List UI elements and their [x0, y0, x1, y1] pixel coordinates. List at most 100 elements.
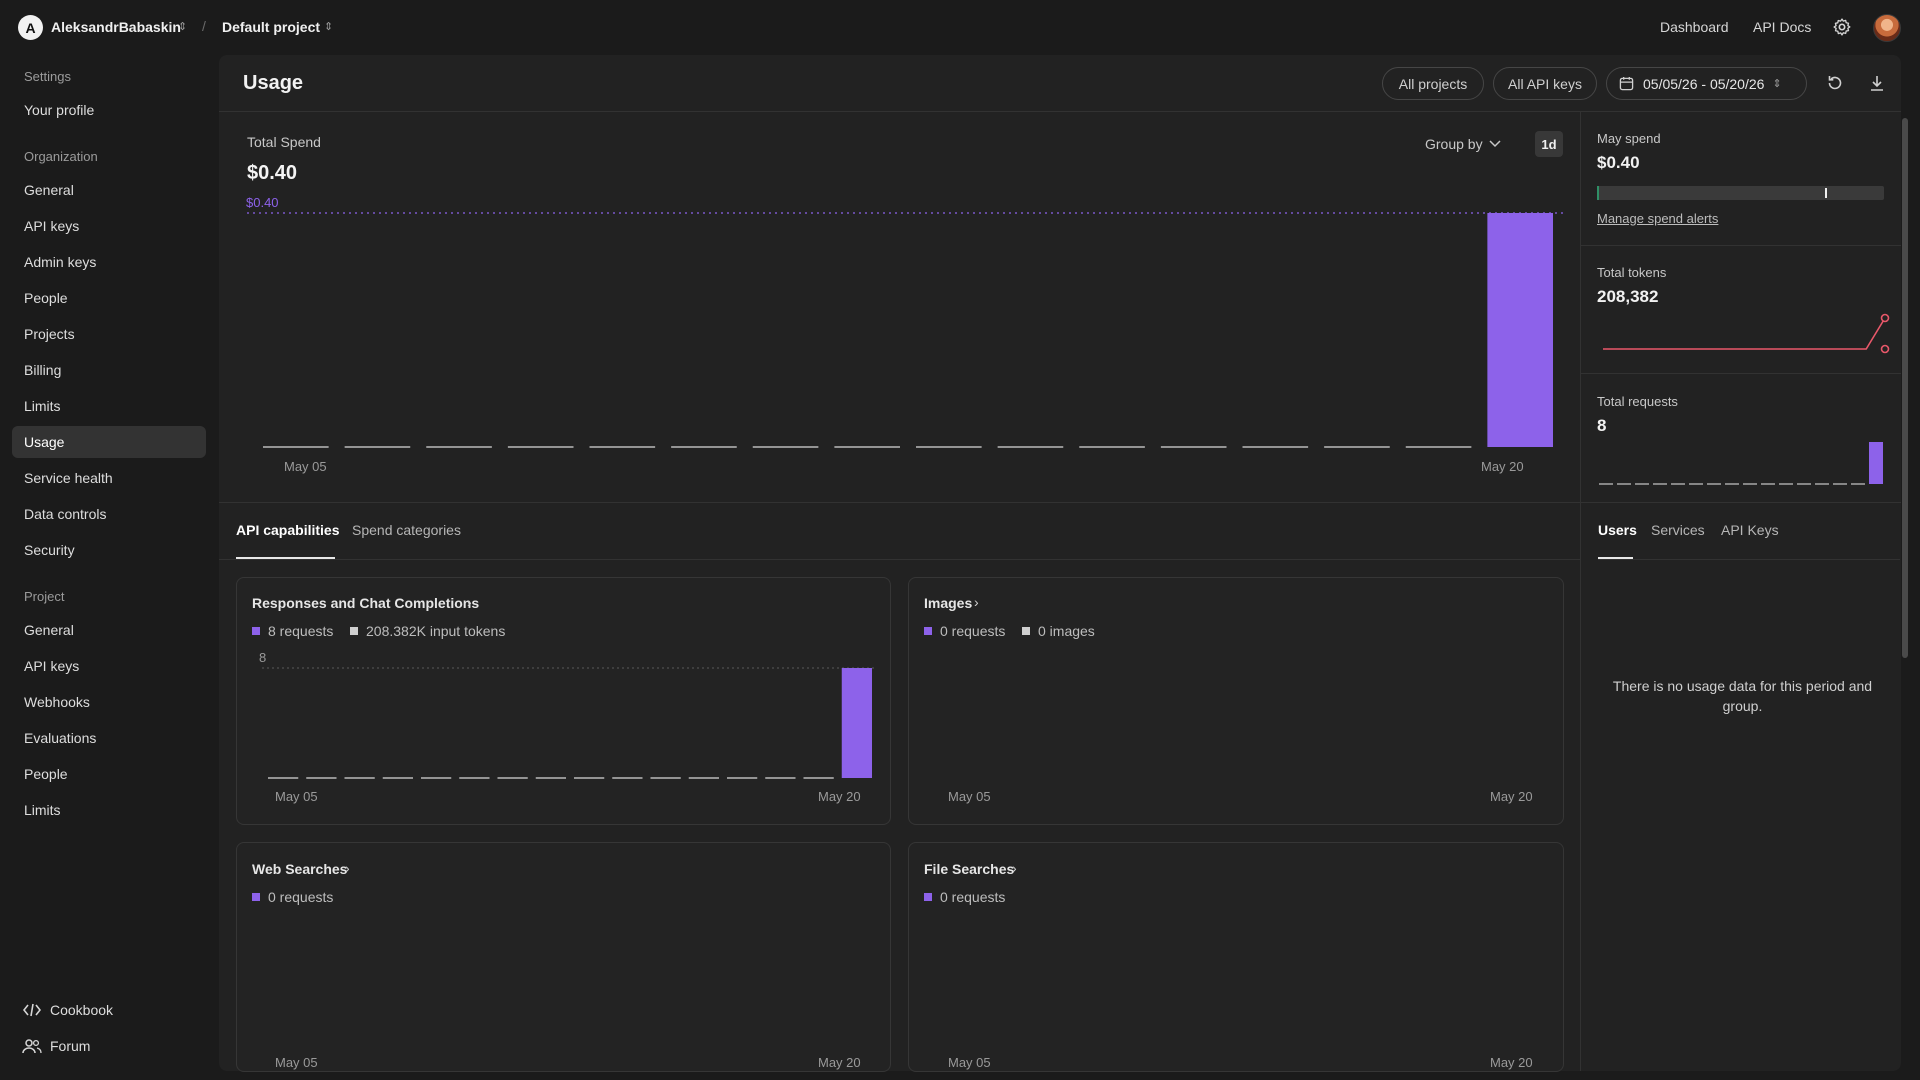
responses-chart: [262, 667, 874, 779]
chevron-right-icon[interactable]: ›: [345, 860, 350, 876]
sidebar-item-admin-keys[interactable]: Admin keys: [24, 254, 97, 270]
sidebar-item-service-health[interactable]: Service health: [24, 470, 113, 486]
date-range-chevron-icon: ⇕: [1772, 78, 1782, 90]
sidebar-item-forum[interactable]: Forum: [50, 1038, 91, 1054]
sidebar-section-settings: Settings: [24, 69, 71, 84]
sidebar-item-general[interactable]: General: [24, 182, 74, 198]
spend-limit-fill: [1597, 186, 1599, 200]
date-range-text: 05/05/26 - 05/20/26: [1643, 75, 1765, 92]
total-tokens-label: Total tokens: [1597, 265, 1667, 280]
file-searches-card-title[interactable]: File Searches: [924, 861, 1015, 877]
sidebar-item-people[interactable]: People: [24, 290, 68, 306]
images-legend-requests: 0 requests: [924, 623, 1005, 639]
user-avatar[interactable]: [1873, 14, 1901, 42]
images-x-start: May 05: [948, 789, 991, 804]
date-range-picker[interactable]: 05/05/26 - 05/20/26 ⇕: [1606, 67, 1807, 100]
responses-x-end: May 20: [818, 789, 861, 804]
spend-bar[interactable]: [1487, 213, 1553, 447]
tab-spend-categories[interactable]: Spend categories: [352, 522, 461, 538]
total-spend-chart: [247, 212, 1563, 448]
may-spend-label: May spend: [1597, 131, 1661, 146]
web-legend-requests: 0 requests: [252, 889, 333, 905]
stats-divider-1: [1581, 245, 1901, 246]
tab-api-keys[interactable]: API Keys: [1721, 522, 1779, 538]
chevron-right-icon[interactable]: ›: [467, 594, 472, 610]
tab-users[interactable]: Users: [1598, 522, 1637, 538]
chevron-right-icon[interactable]: ›: [1012, 860, 1017, 876]
legend-text: 0 requests: [940, 889, 1006, 905]
file-legend-requests: 0 requests: [924, 889, 1005, 905]
sidebar-item-limits[interactable]: Limits: [24, 398, 61, 414]
sidebar-item-data-controls[interactable]: Data controls: [24, 506, 107, 522]
responses-card[interactable]: [236, 577, 891, 825]
stats-divider-2: [1581, 373, 1901, 374]
tokens-sparkline-line: [1603, 317, 1886, 350]
tabs-divider-right: [1598, 559, 1900, 560]
tokens-sparkline-point: [1880, 313, 1890, 323]
top-bar: A AleksandrBabaskin ⇕ / Default project …: [0, 0, 1920, 55]
people-icon: [22, 1039, 42, 1054]
sidebar-item-usage[interactable]: Usage: [24, 434, 65, 450]
breadcrumb-separator: /: [202, 18, 206, 34]
gear-icon[interactable]: [1832, 17, 1852, 37]
sidebar-item-api-keys[interactable]: API keys: [24, 218, 80, 234]
sidebar-item-projects[interactable]: Projects: [24, 326, 75, 342]
chart-divider: [219, 502, 1901, 503]
tab-services[interactable]: Services: [1651, 522, 1705, 538]
tabs-divider-left: [219, 559, 1580, 560]
scrollbar-thumb[interactable]: [1902, 118, 1908, 658]
requests-bar[interactable]: [1869, 442, 1883, 484]
file-searches-card[interactable]: [908, 842, 1564, 1072]
sidebar-item-project-general[interactable]: General: [24, 622, 74, 638]
right-column-divider: [1580, 111, 1581, 1071]
legend-swatch-purple: [252, 893, 260, 901]
sidebar-item-webhooks[interactable]: Webhooks: [24, 694, 90, 710]
sidebar-item-your-profile[interactable]: Your profile: [24, 102, 95, 118]
responses-card-title[interactable]: Responses and Chat Completions: [252, 595, 480, 611]
responses-bar[interactable]: [841, 668, 872, 778]
tokens-sparkline-end-point: [1880, 344, 1890, 354]
org-switcher-icon[interactable]: ⇕: [178, 21, 188, 33]
download-icon[interactable]: [1868, 74, 1886, 92]
org-name[interactable]: AleksandrBabaskin: [51, 19, 181, 35]
legend-text: 0 requests: [268, 889, 334, 905]
spend-limit-bar: [1597, 186, 1884, 200]
manage-spend-alerts-link[interactable]: Manage spend alerts: [1597, 211, 1719, 226]
images-card[interactable]: [908, 577, 1564, 825]
sidebar-item-project-api-keys[interactable]: API keys: [24, 658, 80, 674]
legend-text: 0 requests: [940, 623, 1006, 639]
images-x-end: May 20: [1490, 789, 1533, 804]
sidebar-item-security[interactable]: Security: [24, 542, 75, 558]
total-spend-label: Total Spend: [247, 134, 321, 150]
project-name[interactable]: Default project: [222, 19, 321, 35]
refresh-icon[interactable]: [1826, 74, 1844, 92]
spend-x-end-label: May 20: [1481, 459, 1524, 474]
web-searches-card[interactable]: [236, 842, 891, 1072]
tab-api-capabilities[interactable]: API capabilities: [236, 522, 340, 538]
all-api-keys-filter[interactable]: All API keys: [1493, 67, 1597, 100]
legend-swatch-purple: [252, 627, 260, 635]
api-docs-link[interactable]: API Docs: [1753, 19, 1812, 35]
web-searches-card-title[interactable]: Web Searches: [252, 861, 348, 877]
interval-1d-button[interactable]: 1d: [1535, 131, 1563, 157]
images-card-title[interactable]: Images: [924, 595, 973, 611]
sidebar-item-project-limits[interactable]: Limits: [24, 802, 61, 818]
sidebar-item-evaluations[interactable]: Evaluations: [24, 730, 97, 746]
group-by-dropdown[interactable]: Group by: [1425, 136, 1483, 152]
may-spend-value: $0.40: [1597, 153, 1640, 172]
sidebar-item-project-people[interactable]: People: [24, 766, 68, 782]
chevron-right-icon[interactable]: ›: [974, 594, 979, 610]
chevron-down-icon[interactable]: [1489, 139, 1501, 149]
org-avatar[interactable]: A: [18, 15, 43, 40]
all-projects-filter[interactable]: All projects: [1382, 67, 1484, 100]
sidebar-item-billing[interactable]: Billing: [24, 362, 62, 378]
legend-swatch-gray: [350, 627, 358, 635]
page-title: Usage: [243, 72, 304, 94]
legend-text: 8 requests: [268, 623, 334, 639]
dashboard-link[interactable]: Dashboard: [1660, 19, 1729, 35]
images-legend-images: 0 images: [1022, 623, 1095, 639]
sidebar-item-cookbook[interactable]: Cookbook: [50, 1002, 114, 1018]
project-switcher-icon[interactable]: ⇕: [324, 21, 334, 33]
file-x-end: May 20: [1490, 1055, 1533, 1070]
responses-legend-requests: 8 requests: [252, 623, 333, 639]
